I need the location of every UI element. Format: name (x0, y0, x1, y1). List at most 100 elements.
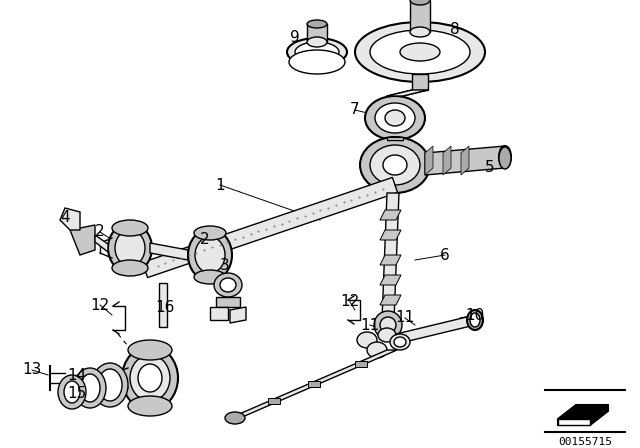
Ellipse shape (380, 317, 396, 333)
Polygon shape (210, 307, 228, 320)
Text: 00155715: 00155715 (558, 437, 612, 447)
Polygon shape (425, 146, 433, 175)
Text: 11: 11 (360, 318, 380, 332)
Text: 3: 3 (220, 258, 230, 272)
Polygon shape (558, 405, 608, 425)
Polygon shape (380, 255, 401, 265)
Ellipse shape (370, 30, 470, 74)
Polygon shape (95, 235, 108, 252)
Text: 15: 15 (67, 385, 86, 401)
Text: 16: 16 (156, 301, 175, 315)
Ellipse shape (400, 43, 440, 61)
Ellipse shape (128, 396, 172, 416)
Polygon shape (60, 208, 80, 230)
Polygon shape (70, 225, 95, 255)
Ellipse shape (390, 334, 410, 350)
Polygon shape (150, 243, 188, 260)
Polygon shape (159, 283, 167, 327)
Text: 2: 2 (95, 224, 105, 240)
Ellipse shape (365, 96, 425, 140)
Ellipse shape (74, 368, 106, 408)
Ellipse shape (467, 310, 483, 330)
Ellipse shape (385, 110, 405, 126)
Ellipse shape (394, 337, 406, 347)
Ellipse shape (92, 363, 128, 407)
Polygon shape (216, 297, 240, 307)
Ellipse shape (360, 137, 430, 193)
Ellipse shape (108, 223, 152, 273)
Polygon shape (380, 295, 401, 305)
Ellipse shape (410, 0, 430, 5)
Ellipse shape (122, 346, 178, 410)
Ellipse shape (115, 230, 145, 266)
Ellipse shape (355, 22, 485, 82)
Ellipse shape (112, 220, 148, 236)
Ellipse shape (410, 27, 430, 37)
Text: 2: 2 (200, 233, 210, 247)
Ellipse shape (98, 369, 122, 401)
Polygon shape (558, 419, 590, 425)
Ellipse shape (188, 229, 232, 281)
Ellipse shape (194, 226, 226, 240)
Polygon shape (307, 24, 327, 42)
Ellipse shape (112, 260, 148, 276)
Ellipse shape (499, 147, 511, 169)
Polygon shape (425, 146, 505, 175)
Text: 1: 1 (215, 177, 225, 193)
Text: 12: 12 (340, 294, 360, 310)
Ellipse shape (130, 355, 170, 401)
Ellipse shape (499, 146, 511, 168)
Polygon shape (143, 177, 397, 278)
Polygon shape (392, 315, 475, 345)
Ellipse shape (289, 50, 345, 74)
Ellipse shape (470, 313, 480, 327)
Ellipse shape (80, 374, 100, 402)
Polygon shape (230, 350, 397, 418)
Ellipse shape (370, 145, 420, 185)
Polygon shape (307, 381, 319, 387)
Text: 9: 9 (290, 30, 300, 46)
Ellipse shape (58, 375, 86, 409)
Text: 7: 7 (350, 103, 360, 117)
Text: 12: 12 (90, 297, 109, 313)
Ellipse shape (378, 328, 396, 342)
Ellipse shape (375, 103, 415, 133)
Text: 14: 14 (67, 367, 86, 383)
Polygon shape (410, 0, 430, 32)
Text: 10: 10 (465, 307, 484, 323)
Ellipse shape (64, 381, 80, 403)
Text: 8: 8 (450, 22, 460, 38)
Ellipse shape (307, 37, 327, 47)
Ellipse shape (357, 332, 377, 348)
Polygon shape (380, 275, 401, 285)
Text: 5: 5 (485, 160, 495, 176)
Ellipse shape (138, 364, 162, 392)
Ellipse shape (295, 42, 339, 62)
Ellipse shape (287, 38, 347, 66)
Text: 6: 6 (440, 247, 450, 263)
Polygon shape (382, 193, 399, 320)
Polygon shape (380, 230, 401, 240)
Polygon shape (461, 146, 469, 175)
Ellipse shape (225, 412, 245, 424)
Text: 4: 4 (60, 211, 70, 225)
Ellipse shape (220, 278, 236, 292)
Polygon shape (387, 137, 403, 140)
Text: 11: 11 (396, 310, 415, 326)
Ellipse shape (307, 20, 327, 28)
Polygon shape (387, 90, 428, 96)
Ellipse shape (383, 155, 407, 175)
Polygon shape (268, 398, 280, 404)
Ellipse shape (194, 270, 226, 284)
Ellipse shape (374, 311, 402, 339)
Polygon shape (355, 361, 367, 366)
Polygon shape (230, 307, 246, 323)
Polygon shape (412, 74, 428, 90)
Ellipse shape (367, 342, 387, 358)
Text: 13: 13 (22, 362, 42, 378)
Polygon shape (380, 210, 401, 220)
Ellipse shape (128, 340, 172, 360)
Polygon shape (443, 146, 451, 175)
Ellipse shape (195, 237, 225, 273)
Ellipse shape (214, 273, 242, 297)
